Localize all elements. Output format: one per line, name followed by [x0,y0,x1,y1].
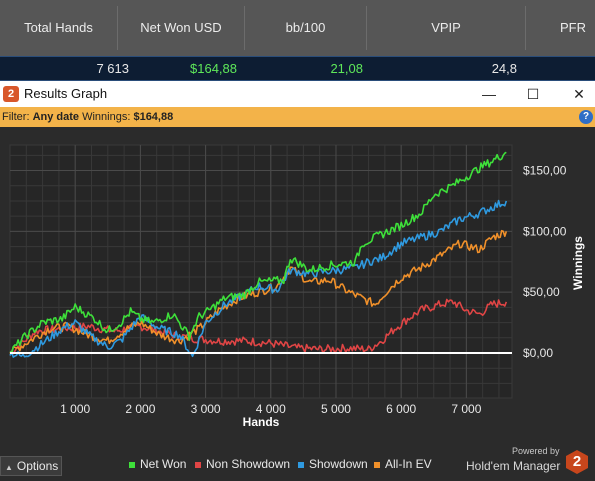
col-header-total-hands[interactable]: Total Hands [24,20,93,35]
maximize-button[interactable]: ☐ [526,86,540,102]
vpip-value: 24,8 [491,61,517,76]
legend-showdown[interactable]: Showdown [298,457,368,471]
total-hands-value: 7 613 [96,61,129,76]
axes: 1 000 2 000 3 000 4 000 5 000 6 000 7 000 $0,00… [10,164,567,416]
filter-label: Filter: [2,111,30,123]
column-divider [525,6,526,50]
legend-label: Showdown [309,457,368,471]
col-header-net-won[interactable]: Net Won USD [140,20,222,35]
filter-bar[interactable]: Filter: Any date Winnings: $164,88 ? [0,107,595,127]
col-header-bb100[interactable]: bb/100 [285,20,326,35]
filter-winnings-label: Winnings: [82,111,131,123]
stats-header: Total Hands Net Won USD bb/100 VPIP PFR [0,0,595,56]
filter-date: Any date [32,111,80,123]
series-line-non-showdown [9,298,508,355]
legend-swatch [374,461,380,468]
x-tick-label: 5 000 [321,402,351,416]
legend-label: Net Won [140,457,187,471]
column-divider [117,6,118,50]
legend-label: Non Showdown [206,457,291,471]
legend-swatch [129,461,135,468]
col-header-pfr[interactable]: PFR [560,20,586,35]
x-tick-label: 4 000 [256,402,286,416]
column-divider [244,6,245,50]
series-line-net-won [9,151,507,354]
y-tick-label: $100,00 [523,224,567,238]
results-chart: 1 000 2 000 3 000 4 000 5 000 6 000 7 000 $0,00… [9,144,585,429]
graph-area: 1 000 2 000 3 000 4 000 5 000 6 000 7 000 $0,00… [0,127,595,476]
y-tick-label: $150,00 [523,164,567,178]
col-header-vpip[interactable]: VPIP [431,20,461,35]
options-label: Options [16,459,59,473]
x-tick-label: 7 000 [451,402,481,416]
chevron-up-icon: ▲ [5,463,13,472]
series-lines [9,151,508,358]
bb100-value: 21,08 [330,61,363,76]
hm-logo-icon: 2 [566,450,588,474]
column-divider [366,6,367,50]
x-tick-label: 1 000 [60,402,90,416]
legend-swatch [298,461,304,468]
plot-area [9,144,513,399]
help-icon[interactable]: ? [579,110,593,124]
series-line-showdown [9,199,508,358]
x-axis-label: Hands [243,415,280,429]
x-tick-label: 3 000 [191,402,221,416]
y-tick-label: $50,00 [523,285,560,299]
minimize-button[interactable]: — [482,86,496,102]
window-title: Results Graph [24,86,108,101]
legend-non-showdown[interactable]: Non Showdown [195,457,290,471]
options-button[interactable]: ▲ Options [0,456,62,476]
legend-label: All-In EV [385,457,432,471]
app-logo-icon: 2 [3,86,19,102]
close-button[interactable]: ✕ [573,86,585,102]
brand-name: Hold'em Manager [466,459,561,473]
net-won-value: $164,88 [190,61,237,76]
legend-all-in-ev[interactable]: All-In EV [374,457,432,471]
powered-by-text: Powered by [512,446,560,456]
y-tick-label: $0,00 [523,346,553,360]
y-axis-label: Winnings [571,236,585,290]
legend-swatch [195,461,201,468]
legend-net-won[interactable]: Net Won [129,457,186,471]
window-titlebar[interactable]: 2 Results Graph — ☐ ✕ [0,81,595,107]
stats-row[interactable]: 7 613 $164,88 21,08 24,8 [0,56,595,81]
x-tick-label: 2 000 [125,402,155,416]
filter-winnings-value: $164,88 [133,111,174,123]
x-tick-label: 6 000 [386,402,416,416]
series-line-all-in-ev [9,229,508,355]
